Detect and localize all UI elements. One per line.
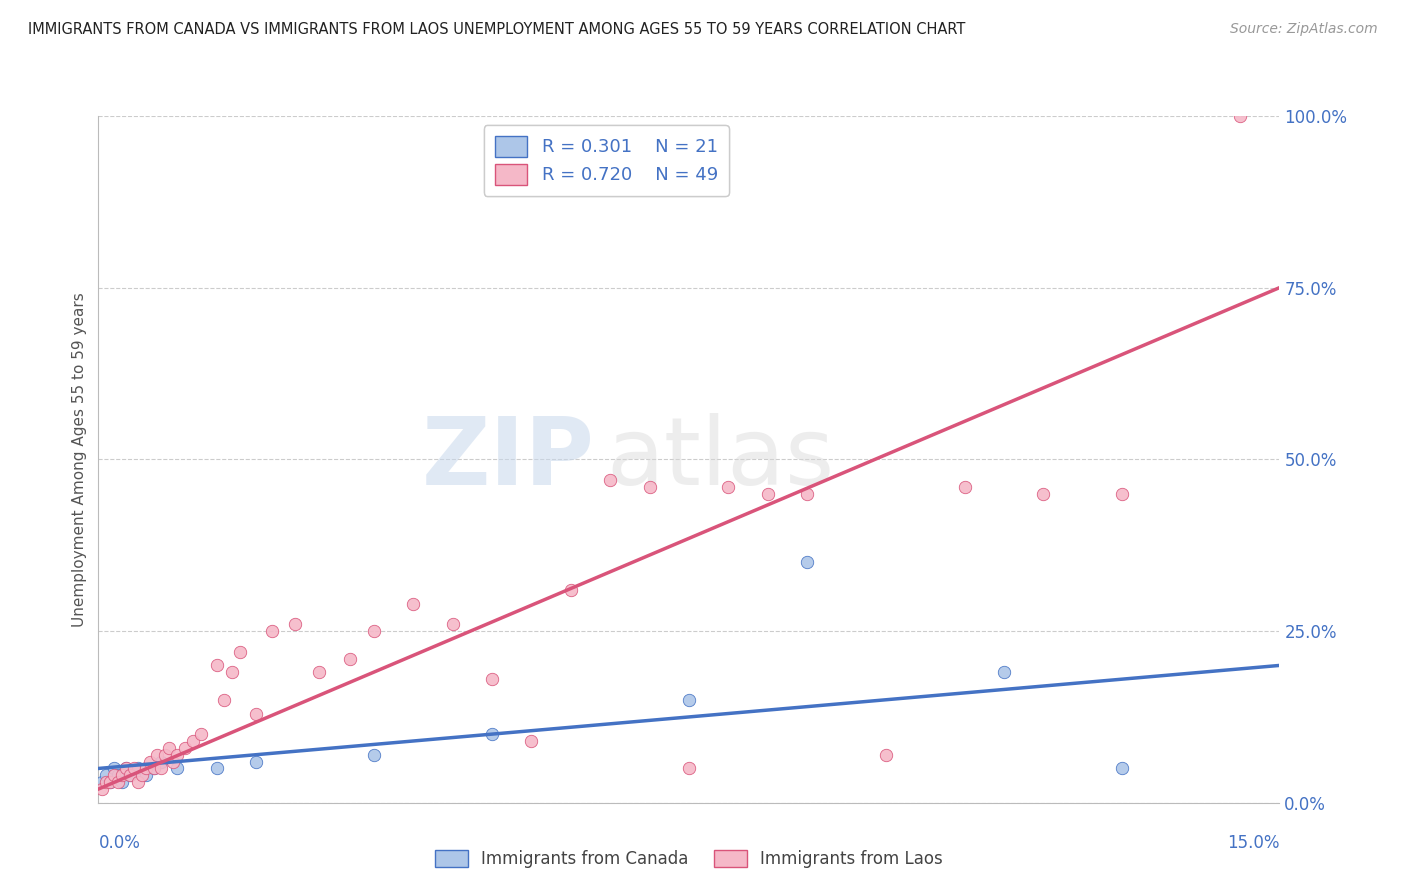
Point [284, 617, 307, 632]
Point [107, 775, 129, 789]
Point [402, 597, 425, 611]
Point [146, 747, 169, 762]
Point [91, 782, 114, 797]
Point [142, 761, 165, 775]
Point [221, 665, 243, 680]
Point [1111, 761, 1133, 775]
Point [205, 658, 228, 673]
Point [111, 768, 134, 782]
Point [157, 740, 180, 755]
Point [245, 755, 267, 769]
Point [796, 487, 818, 501]
Point [150, 755, 173, 769]
Point [115, 761, 138, 775]
Text: ZIP: ZIP [422, 413, 595, 506]
Point [155, 747, 177, 762]
Point [150, 761, 173, 775]
Point [118, 768, 141, 782]
Legend: Immigrants from Canada, Immigrants from Laos: Immigrants from Canada, Immigrants from … [427, 843, 950, 875]
Point [135, 768, 157, 782]
Text: Source: ZipAtlas.com: Source: ZipAtlas.com [1230, 22, 1378, 37]
Point [162, 755, 184, 769]
Point [98, 775, 121, 789]
Point [142, 761, 165, 775]
Point [131, 768, 153, 782]
Point [111, 775, 134, 789]
Point [96, 768, 118, 782]
Point [115, 761, 138, 775]
Point [1229, 109, 1251, 123]
Point [1111, 487, 1133, 501]
Point [122, 761, 145, 775]
Point [363, 747, 385, 762]
Point [174, 740, 197, 755]
Point [205, 761, 228, 775]
Point [953, 480, 976, 494]
Point [560, 582, 582, 597]
Point [245, 706, 267, 721]
Point [138, 755, 160, 769]
Point [717, 480, 740, 494]
Text: 15.0%: 15.0% [1227, 834, 1279, 852]
Point [181, 734, 204, 748]
Point [993, 665, 1015, 680]
Point [520, 734, 543, 748]
Text: IMMIGRANTS FROM CANADA VS IMMIGRANTS FROM LAOS UNEMPLOYMENT AMONG AGES 55 TO 59 : IMMIGRANTS FROM CANADA VS IMMIGRANTS FRO… [28, 22, 966, 37]
Point [127, 775, 149, 789]
Point [127, 761, 149, 775]
Point [107, 768, 129, 782]
Point [103, 761, 125, 775]
Point [308, 665, 330, 680]
Point [135, 761, 157, 775]
Point [166, 761, 188, 775]
Point [98, 775, 121, 789]
Point [166, 747, 188, 762]
Point [103, 768, 125, 782]
Y-axis label: Unemployment Among Ages 55 to 59 years: Unemployment Among Ages 55 to 59 years [72, 292, 87, 627]
Text: atlas: atlas [606, 413, 835, 506]
Point [638, 480, 661, 494]
Point [678, 692, 700, 706]
Point [481, 672, 503, 686]
Point [190, 727, 212, 741]
Point [599, 473, 621, 487]
Point [678, 761, 700, 775]
Point [481, 727, 503, 741]
Point [260, 624, 283, 639]
Text: 0.0%: 0.0% [98, 834, 141, 852]
Point [214, 692, 236, 706]
Point [756, 487, 779, 501]
Point [91, 775, 114, 789]
Point [1032, 487, 1054, 501]
Point [363, 624, 385, 639]
Point [118, 768, 141, 782]
Point [441, 617, 464, 632]
Point [339, 651, 361, 665]
Point [229, 645, 252, 659]
Point [96, 775, 118, 789]
Point [796, 555, 818, 570]
Legend: R = 0.301    N = 21, R = 0.720    N = 49: R = 0.301 N = 21, R = 0.720 N = 49 [484, 125, 728, 195]
Point [875, 747, 897, 762]
